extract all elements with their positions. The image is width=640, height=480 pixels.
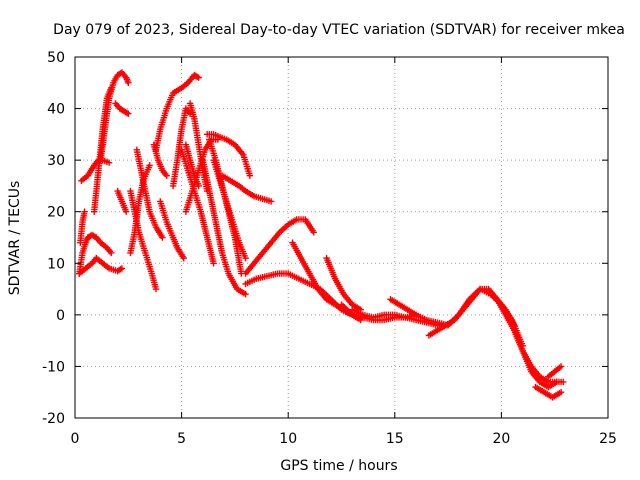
data-point	[210, 260, 217, 267]
y-tick-label: 20	[47, 205, 65, 221]
series-trace-26	[242, 270, 356, 319]
series-trace-24	[218, 172, 275, 205]
series-trace-28	[323, 254, 364, 313]
series-trace-6	[97, 69, 132, 164]
data-point	[180, 254, 187, 262]
chart-title: Day 079 of 2023, Sidereal Day-to-day VTE…	[53, 22, 625, 38]
y-axis-label: SDTVAR / TECUs	[7, 181, 23, 296]
y-tick-label: 40	[47, 102, 65, 118]
data-point	[242, 254, 249, 262]
x-tick-label: 20	[492, 431, 510, 447]
data-point	[194, 73, 201, 80]
data-point	[267, 198, 275, 205]
data-point	[152, 285, 160, 293]
data-point	[125, 79, 132, 86]
y-tick-label: 30	[47, 153, 65, 169]
data-point	[159, 234, 166, 241]
series-trace-8	[112, 100, 132, 117]
plot-frame	[74, 56, 609, 419]
series-trace-10	[127, 162, 153, 257]
series-trace-12	[150, 141, 170, 179]
series-trace-20	[199, 156, 249, 298]
data-point	[117, 266, 124, 273]
series-trace-16	[182, 141, 202, 190]
data-point	[122, 208, 130, 215]
series-trace-35	[510, 327, 567, 386]
data-point	[117, 70, 124, 77]
x-tick-label: 10	[279, 431, 297, 447]
series-trace-14	[157, 198, 187, 262]
series-trace-36	[532, 383, 565, 401]
series-trace-25	[242, 216, 317, 277]
series-trace-11	[133, 146, 166, 241]
x-tick-label: 25	[599, 431, 617, 447]
y-tick-label: -20	[42, 411, 65, 427]
y-tick-label: -10	[42, 359, 65, 375]
data-point	[242, 291, 249, 298]
series-trace-2	[76, 231, 115, 277]
data-point	[118, 265, 126, 272]
series-trace-37	[545, 363, 565, 380]
x-axis-label: GPS time / hours	[280, 458, 397, 474]
x-tick-label: 15	[386, 431, 404, 447]
data-point	[108, 249, 115, 257]
axes: 0 5 10 15 20 25 -20 -10 0 10 20 30 40 50	[42, 50, 617, 447]
series-trace-7	[114, 187, 130, 215]
data-point	[310, 229, 317, 236]
data-point	[195, 74, 202, 81]
data-point	[557, 389, 565, 396]
data-point	[123, 109, 131, 117]
series-trace-3	[77, 208, 88, 246]
data-point	[125, 110, 132, 117]
data-point	[146, 162, 153, 169]
series-trace-21	[203, 131, 254, 179]
data-point	[163, 172, 170, 179]
data-point	[105, 159, 113, 166]
x-tick-label: 0	[71, 431, 80, 447]
data-point	[246, 172, 254, 179]
series-trace-13	[152, 71, 202, 154]
series-trace-23	[210, 156, 249, 262]
y-tick-label: 50	[47, 50, 65, 66]
data-point	[81, 208, 88, 215]
y-tick-label: 0	[56, 308, 65, 324]
data-points	[76, 69, 567, 401]
series-trace-31	[387, 296, 420, 319]
y-tick-label: 10	[47, 256, 65, 272]
data-point	[557, 363, 565, 370]
x-tick-label: 5	[177, 431, 186, 447]
data-point	[560, 378, 567, 386]
data-point	[412, 311, 420, 319]
